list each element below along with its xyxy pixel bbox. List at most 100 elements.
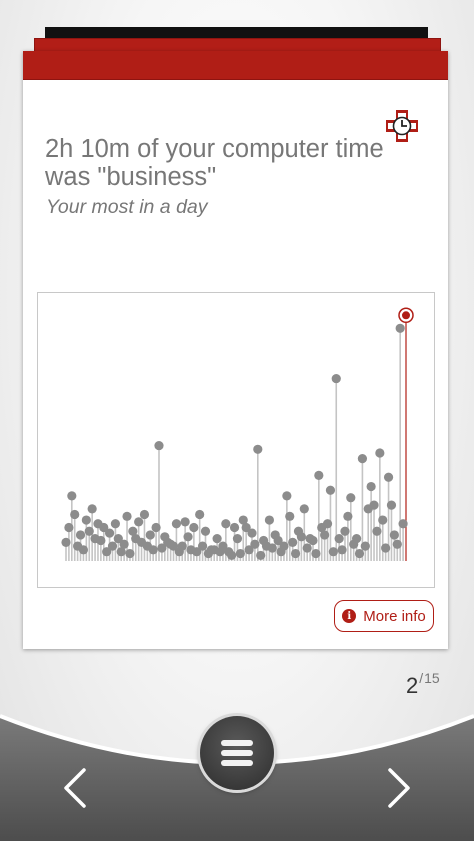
data-point — [346, 493, 356, 503]
chevron-right-icon[interactable] — [384, 766, 414, 810]
data-point — [296, 532, 306, 542]
data-point — [139, 509, 150, 520]
data-point — [96, 535, 106, 546]
data-point — [200, 526, 211, 536]
data-point — [235, 548, 245, 559]
data-point — [250, 539, 260, 549]
highlight-point — [402, 311, 410, 320]
data-point — [366, 481, 376, 492]
data-point — [128, 526, 138, 536]
page-total-prefix: / — [419, 670, 424, 686]
data-point — [180, 517, 190, 527]
more-info-label: More info — [363, 607, 426, 625]
data-point — [299, 504, 309, 514]
data-point — [64, 522, 74, 533]
data-point — [282, 491, 292, 501]
usage-chart-svg — [61, 307, 414, 561]
data-point — [378, 515, 388, 525]
data-point — [357, 454, 368, 464]
data-point — [389, 530, 399, 540]
data-point — [75, 530, 86, 540]
page-indicator: 2/15 — [406, 670, 440, 699]
info-icon: i — [342, 609, 357, 623]
data-point — [81, 515, 91, 525]
data-point — [337, 545, 347, 555]
data-point — [273, 535, 283, 546]
data-point — [70, 509, 80, 520]
data-point — [134, 517, 144, 527]
data-point — [110, 519, 121, 529]
data-point — [221, 519, 231, 529]
data-point — [154, 440, 164, 451]
data-point — [314, 470, 324, 480]
data-point — [238, 515, 248, 525]
hamburger-line — [221, 750, 253, 756]
card-header-bar — [23, 51, 448, 80]
clock-plus-icon — [386, 110, 418, 142]
data-point — [107, 541, 118, 551]
data-point — [386, 500, 397, 510]
data-point — [122, 511, 132, 521]
data-point — [372, 526, 382, 536]
data-point — [197, 541, 208, 551]
data-point — [218, 541, 228, 551]
data-point — [395, 323, 405, 333]
data-point — [360, 541, 370, 551]
hamburger-line — [221, 760, 253, 766]
page-total: 15 — [424, 670, 440, 686]
data-point — [264, 515, 275, 525]
more-info-button[interactable]: i More info — [334, 600, 434, 632]
chevron-left-icon[interactable] — [60, 766, 90, 810]
data-point — [171, 519, 182, 529]
data-point — [189, 522, 199, 533]
data-point — [177, 541, 187, 551]
data-point — [311, 548, 321, 559]
data-point — [78, 545, 89, 555]
data-point — [87, 504, 97, 514]
data-point — [381, 543, 391, 553]
data-point — [113, 534, 123, 544]
data-point — [334, 534, 344, 544]
data-point — [157, 543, 167, 553]
data-point — [84, 526, 94, 536]
data-point — [232, 534, 243, 544]
data-point — [398, 519, 408, 529]
data-point — [67, 491, 77, 501]
data-point — [343, 511, 353, 521]
data-point — [256, 550, 266, 561]
insight-card: 2h 10m of your computer time was "busine… — [23, 51, 448, 649]
data-point — [325, 485, 336, 495]
data-point — [308, 535, 318, 546]
menu-button[interactable] — [200, 716, 274, 790]
data-point — [145, 530, 155, 540]
data-point — [320, 530, 330, 540]
data-point — [244, 545, 254, 555]
data-point — [61, 537, 71, 547]
data-point — [148, 545, 158, 555]
usage-chart — [37, 292, 435, 588]
data-point — [247, 528, 257, 538]
data-point — [383, 472, 394, 482]
data-point — [116, 547, 126, 557]
data-point — [183, 532, 193, 542]
data-point — [125, 548, 135, 559]
data-point — [375, 448, 385, 458]
data-point — [322, 519, 333, 529]
card-headline: 2h 10m of your computer time was "busine… — [45, 135, 384, 191]
data-point — [192, 547, 202, 557]
hamburger-menu-icon — [221, 740, 253, 746]
data-point — [285, 511, 295, 521]
data-point — [354, 548, 365, 559]
data-point — [119, 539, 129, 549]
data-point — [102, 547, 112, 557]
data-point — [279, 541, 289, 551]
data-point — [253, 444, 263, 454]
page-current: 2 — [406, 673, 419, 698]
data-point — [392, 539, 402, 549]
data-point — [227, 550, 237, 561]
data-point — [267, 543, 277, 553]
data-point — [288, 537, 298, 547]
data-point — [195, 509, 205, 520]
data-point — [99, 522, 109, 533]
data-point — [104, 528, 115, 538]
